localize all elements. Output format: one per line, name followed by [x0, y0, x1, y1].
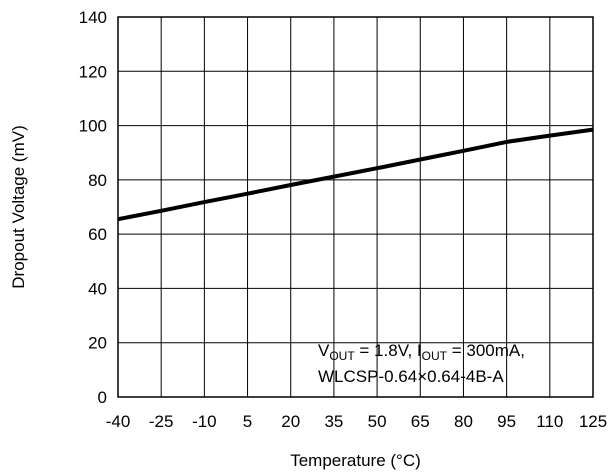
y-tick-label: 80	[88, 171, 107, 190]
x-tick-label: 35	[324, 412, 343, 431]
annotation-text: = 300mA,	[447, 341, 525, 360]
y-tick-label: 20	[88, 334, 107, 353]
x-tick-label: -10	[192, 412, 217, 431]
x-axis-title: Temperature (°C)	[290, 451, 421, 470]
annotation-subscript: OUT	[422, 349, 448, 363]
y-tick-label: 120	[79, 62, 107, 81]
x-tick-label: 65	[411, 412, 430, 431]
annotation-text: V	[318, 341, 330, 360]
x-tick-label: 5	[243, 412, 252, 431]
series-line	[117, 127, 594, 222]
y-tick-label: 40	[88, 279, 107, 298]
annotation-package: WLCSP-0.64×0.64-4B-A	[318, 367, 504, 386]
x-tick-label: 110	[536, 412, 563, 431]
series-layer	[117, 127, 594, 222]
y-tick-labels: 0 20 40 60 80 100 120 140	[79, 8, 107, 407]
plot-frame	[117, 16, 594, 398]
annotation-text: = 1.8V, I	[355, 341, 422, 360]
annotation-conditions: VOUT = 1.8V, IOUT = 300mA,	[318, 341, 525, 363]
x-tick-label: -25	[149, 412, 174, 431]
y-tick-label: 140	[79, 8, 107, 27]
x-tick-labels: -40 -25 -10 5 20 35 50 65 80 95 110 125	[106, 412, 607, 431]
y-tick-label: 0	[98, 388, 107, 407]
x-tick-label: 125	[579, 412, 607, 431]
y-axis-title: Dropout Voltage (mV)	[9, 125, 28, 288]
x-tick-label: 20	[281, 412, 300, 431]
x-tick-label: -40	[106, 412, 131, 431]
annotation-subscript: OUT	[329, 349, 355, 363]
x-tick-label: 95	[497, 412, 516, 431]
x-tick-label: 80	[454, 412, 473, 431]
y-tick-label: 60	[88, 225, 107, 244]
x-tick-label: 50	[368, 412, 387, 431]
y-tick-label: 100	[79, 117, 107, 136]
